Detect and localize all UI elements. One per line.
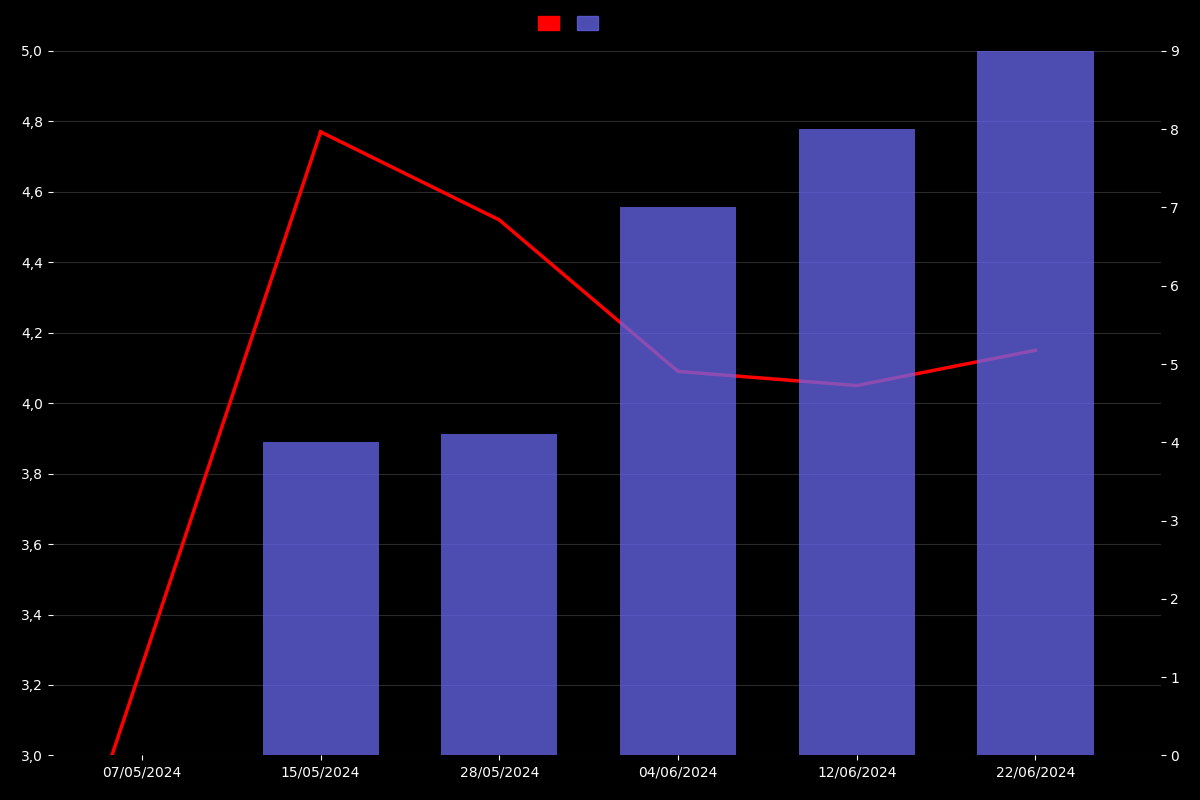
- Bar: [442, 434, 558, 755]
- Bar: [799, 129, 914, 755]
- Bar: [263, 442, 379, 755]
- Legend: , : ,: [538, 15, 608, 30]
- Bar: [620, 207, 736, 755]
- Bar: [977, 51, 1093, 755]
